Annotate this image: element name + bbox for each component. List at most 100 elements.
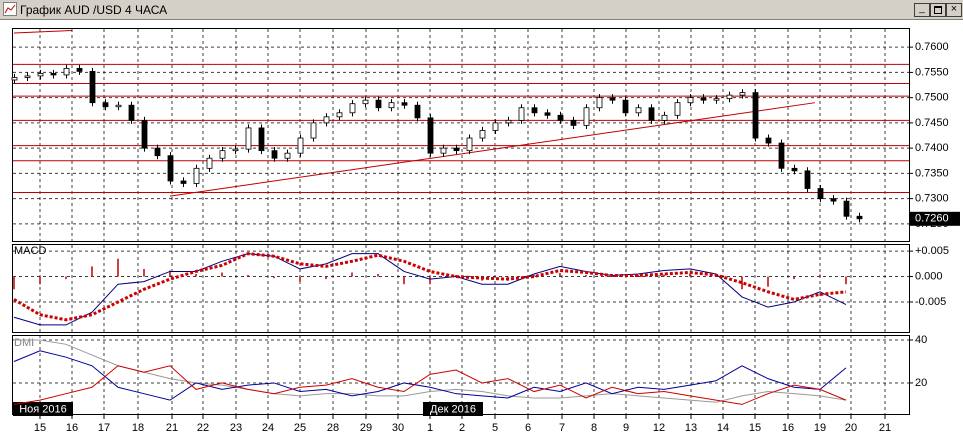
candle-body <box>492 122 499 131</box>
close-button[interactable]: × <box>946 3 962 17</box>
candle-body <box>661 114 668 121</box>
candle-body <box>89 70 96 104</box>
macd-tick-label: -0.005 <box>915 296 946 308</box>
candle-body <box>596 97 603 109</box>
x-tick-label: 19 <box>814 422 826 434</box>
candle-body <box>167 155 174 182</box>
price-tick-label: 0.7400 <box>915 142 949 154</box>
macd-signal-line <box>13 252 847 322</box>
candle-body <box>284 152 291 159</box>
window-title: График AUD /USD 4 ЧАСА <box>20 3 168 17</box>
x-tick-label: 12 <box>653 422 665 434</box>
macd-tick-label: 0.000 <box>915 270 943 282</box>
candle-body <box>726 94 733 100</box>
candle-body <box>219 150 226 159</box>
candle-body <box>622 99 629 114</box>
candle-body <box>453 147 460 152</box>
x-tick-label: 16 <box>782 422 794 434</box>
candle-body <box>765 137 772 144</box>
candle-body <box>154 147 161 157</box>
x-tick-label: 16 <box>66 422 78 434</box>
candle-body <box>713 98 720 101</box>
candle-body <box>362 99 369 105</box>
candle-body <box>115 104 122 108</box>
macd-main-line <box>13 253 847 326</box>
candle-body <box>310 122 317 139</box>
x-tick-label: 21 <box>879 422 891 434</box>
candle-body <box>37 73 44 77</box>
month-label: Ноя 2016 <box>19 403 67 415</box>
candle-body <box>674 102 681 116</box>
candle-body <box>11 77 18 81</box>
candle-body <box>193 167 200 184</box>
candle-body <box>739 92 746 96</box>
x-tick-label: 15 <box>34 422 46 434</box>
candle-body <box>843 200 850 217</box>
candle-body <box>505 119 512 124</box>
candle-body <box>141 119 148 149</box>
dmi-tick-label: 20 <box>915 377 927 389</box>
trend-line <box>169 102 816 197</box>
maximize-button[interactable] <box>930 3 946 17</box>
candle-body <box>76 67 83 72</box>
candle-body <box>557 114 564 121</box>
candle-body <box>817 188 824 200</box>
price-tick-label: 0.7350 <box>915 167 949 179</box>
candle-body <box>427 117 434 154</box>
candle-body <box>323 116 330 124</box>
candle-body <box>570 119 577 126</box>
candle-body <box>687 97 694 104</box>
chart-background <box>0 20 963 440</box>
candle-body <box>128 104 135 121</box>
x-tick-label: 20 <box>845 422 857 434</box>
candle-body <box>830 198 837 202</box>
month-label-box <box>423 402 483 416</box>
x-tick-label: 15 <box>749 422 761 434</box>
candle-body <box>856 215 863 220</box>
dmi-line <box>13 350 847 401</box>
price-tick-label: 0.7600 <box>915 41 949 53</box>
macd-tick-label: +0.005 <box>915 245 949 257</box>
candle-body <box>232 148 239 152</box>
price-tick-label: 0.7450 <box>915 117 949 129</box>
candle-body <box>518 107 525 121</box>
x-tick-label: 5 <box>492 422 498 434</box>
dmi-line <box>14 339 847 403</box>
month-label: Дек 2016 <box>430 403 476 415</box>
x-tick-label: 17 <box>98 422 110 434</box>
chart: MACD DMI 15 16 17 18 21 22 23 24 25 28 29 30 1 2 5 6 7 8 9… <box>0 20 963 440</box>
price-tick-label: 0.7300 <box>915 193 949 205</box>
candle-body <box>245 127 252 150</box>
candle-body <box>24 75 31 78</box>
x-tick-label: 6 <box>525 422 531 434</box>
x-tick-label: 30 <box>392 422 404 434</box>
x-tick-label: 7 <box>559 422 565 434</box>
x-tick-label: 18 <box>132 422 144 434</box>
candle-body <box>531 107 538 114</box>
x-tick-label: 29 <box>360 422 372 434</box>
candle-body <box>258 127 265 152</box>
x-tick-label: 1 <box>427 422 433 434</box>
dmi-label: DMI <box>14 337 34 349</box>
x-tick-label: 2 <box>459 422 465 434</box>
candle-body <box>804 170 811 189</box>
x-tick-label: 25 <box>294 422 306 434</box>
last-price-box <box>910 211 960 226</box>
candle-body <box>752 92 759 139</box>
x-tick-label: 21 <box>166 422 178 434</box>
candle-body <box>791 167 798 172</box>
candle-body <box>466 137 473 152</box>
candle-body <box>635 107 642 114</box>
minimize-button[interactable]: _ <box>914 3 930 17</box>
x-tick-label: 8 <box>591 422 597 434</box>
price-tick-label: 0.7500 <box>915 92 949 104</box>
candle-body <box>180 180 187 184</box>
candle-body <box>349 103 356 114</box>
candle-body <box>375 99 382 109</box>
month-label-box <box>13 402 73 416</box>
candle-body <box>544 112 551 116</box>
last-price-label: 0.7260 <box>915 213 949 225</box>
candle-body <box>700 97 707 101</box>
dmi-tick-label: 40 <box>915 334 927 346</box>
